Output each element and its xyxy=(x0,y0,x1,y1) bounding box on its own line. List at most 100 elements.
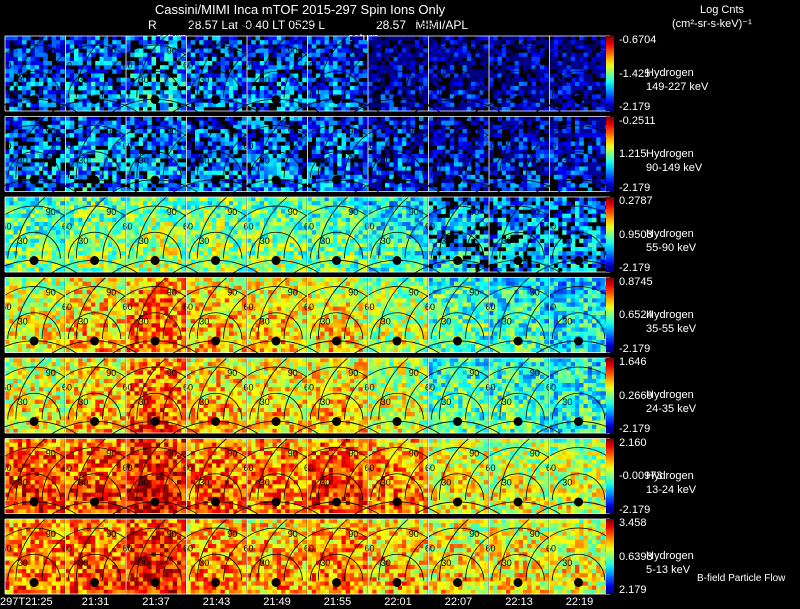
heat-cell xyxy=(60,69,65,74)
heat-cell xyxy=(462,154,468,159)
heat-cell xyxy=(112,201,117,206)
heat-cell xyxy=(540,116,545,121)
heat-cell xyxy=(289,56,295,62)
heat-cell xyxy=(475,102,480,108)
heat-cell xyxy=(177,69,182,74)
heat-cell xyxy=(207,226,213,231)
heat-cell xyxy=(216,162,221,167)
heat-cell xyxy=(69,158,75,163)
heat-cell xyxy=(535,52,541,58)
heat-cell xyxy=(91,86,96,91)
heat-cell xyxy=(56,234,61,239)
heat-cell xyxy=(17,73,23,78)
heat-cell xyxy=(432,94,438,99)
heat-cell xyxy=(289,170,295,176)
heat-cell xyxy=(5,61,10,66)
heat-cell xyxy=(5,149,10,155)
heat-cell xyxy=(22,247,27,252)
heat-cell xyxy=(78,213,83,219)
heat-cell xyxy=(181,162,186,167)
heat-cell xyxy=(289,154,295,159)
heat-cell xyxy=(307,48,313,53)
heat-cell xyxy=(186,154,192,159)
heat-cell xyxy=(151,158,157,163)
heat-cell xyxy=(99,174,105,180)
heat-cell xyxy=(34,52,40,58)
heat-cell xyxy=(120,137,126,142)
heat-cell xyxy=(475,98,480,103)
heat-cell xyxy=(51,40,57,45)
heat-cell xyxy=(30,102,36,108)
heat-cell xyxy=(389,65,394,70)
heat-cell xyxy=(389,183,394,188)
heat-cell xyxy=(168,86,174,91)
heat-cell xyxy=(320,106,325,112)
heat-cell xyxy=(168,116,174,121)
heat-cell xyxy=(74,183,79,188)
heat-cell xyxy=(60,158,65,163)
heat-cell xyxy=(164,65,169,70)
heat-cell xyxy=(393,116,399,121)
heat-cell xyxy=(99,158,105,163)
heat-cell xyxy=(428,56,434,62)
heat-cell xyxy=(333,154,338,159)
heat-cell xyxy=(268,154,273,159)
heat-cell xyxy=(479,90,485,95)
heat-cell xyxy=(562,52,567,58)
heat-cell xyxy=(281,170,286,176)
heat-cell xyxy=(406,183,411,188)
heat-cell xyxy=(86,106,92,112)
heat-cell xyxy=(143,90,148,95)
heat-cell xyxy=(458,141,463,146)
heat-cell xyxy=(587,116,593,121)
heat-cell xyxy=(285,183,290,188)
heat-cell xyxy=(501,81,507,87)
heat-cell xyxy=(501,166,507,171)
heat-cell xyxy=(134,73,140,78)
heat-cell xyxy=(281,73,286,78)
heat-cell xyxy=(302,98,307,103)
heat-cell xyxy=(527,137,532,142)
heat-cell xyxy=(247,120,252,126)
heat-cell xyxy=(86,166,92,171)
heat-cell xyxy=(112,162,117,167)
heat-cell xyxy=(65,154,71,159)
heat-cell xyxy=(186,205,192,210)
heat-cell xyxy=(333,36,338,41)
heat-cell xyxy=(116,187,122,192)
heat-cell xyxy=(251,86,256,91)
heat-cell xyxy=(164,102,169,108)
heat-cell xyxy=(389,129,394,134)
heat-cell xyxy=(43,141,48,146)
heat-cell xyxy=(168,77,174,83)
heat-cell xyxy=(268,44,273,49)
heat-cell xyxy=(341,106,347,112)
heat-cell xyxy=(233,86,238,91)
heat-cell xyxy=(540,90,545,95)
heat-cell xyxy=(566,86,572,91)
heat-cell xyxy=(241,145,247,151)
heat-cell xyxy=(289,48,295,53)
heat-cell xyxy=(13,226,19,231)
heat-cell xyxy=(402,98,407,103)
heat-cell xyxy=(518,137,524,142)
heat-cell xyxy=(311,116,317,121)
heat-cell xyxy=(65,141,71,146)
pitch-contour xyxy=(430,70,485,98)
heat-cell xyxy=(324,120,330,126)
heat-cell xyxy=(316,81,321,87)
heat-cell xyxy=(341,170,347,176)
heat-cell xyxy=(237,201,243,206)
heat-cell xyxy=(69,201,75,206)
heat-cell xyxy=(316,120,321,126)
heat-cell xyxy=(406,116,411,121)
heat-cell xyxy=(22,56,27,62)
heat-cell xyxy=(307,77,313,83)
heat-cell xyxy=(220,86,226,91)
heat-cell xyxy=(362,73,368,78)
heat-cell xyxy=(445,106,451,112)
heat-cell xyxy=(95,44,100,49)
heat-cell xyxy=(216,73,221,78)
heat-cell xyxy=(51,120,57,126)
heat-cell xyxy=(99,238,105,244)
